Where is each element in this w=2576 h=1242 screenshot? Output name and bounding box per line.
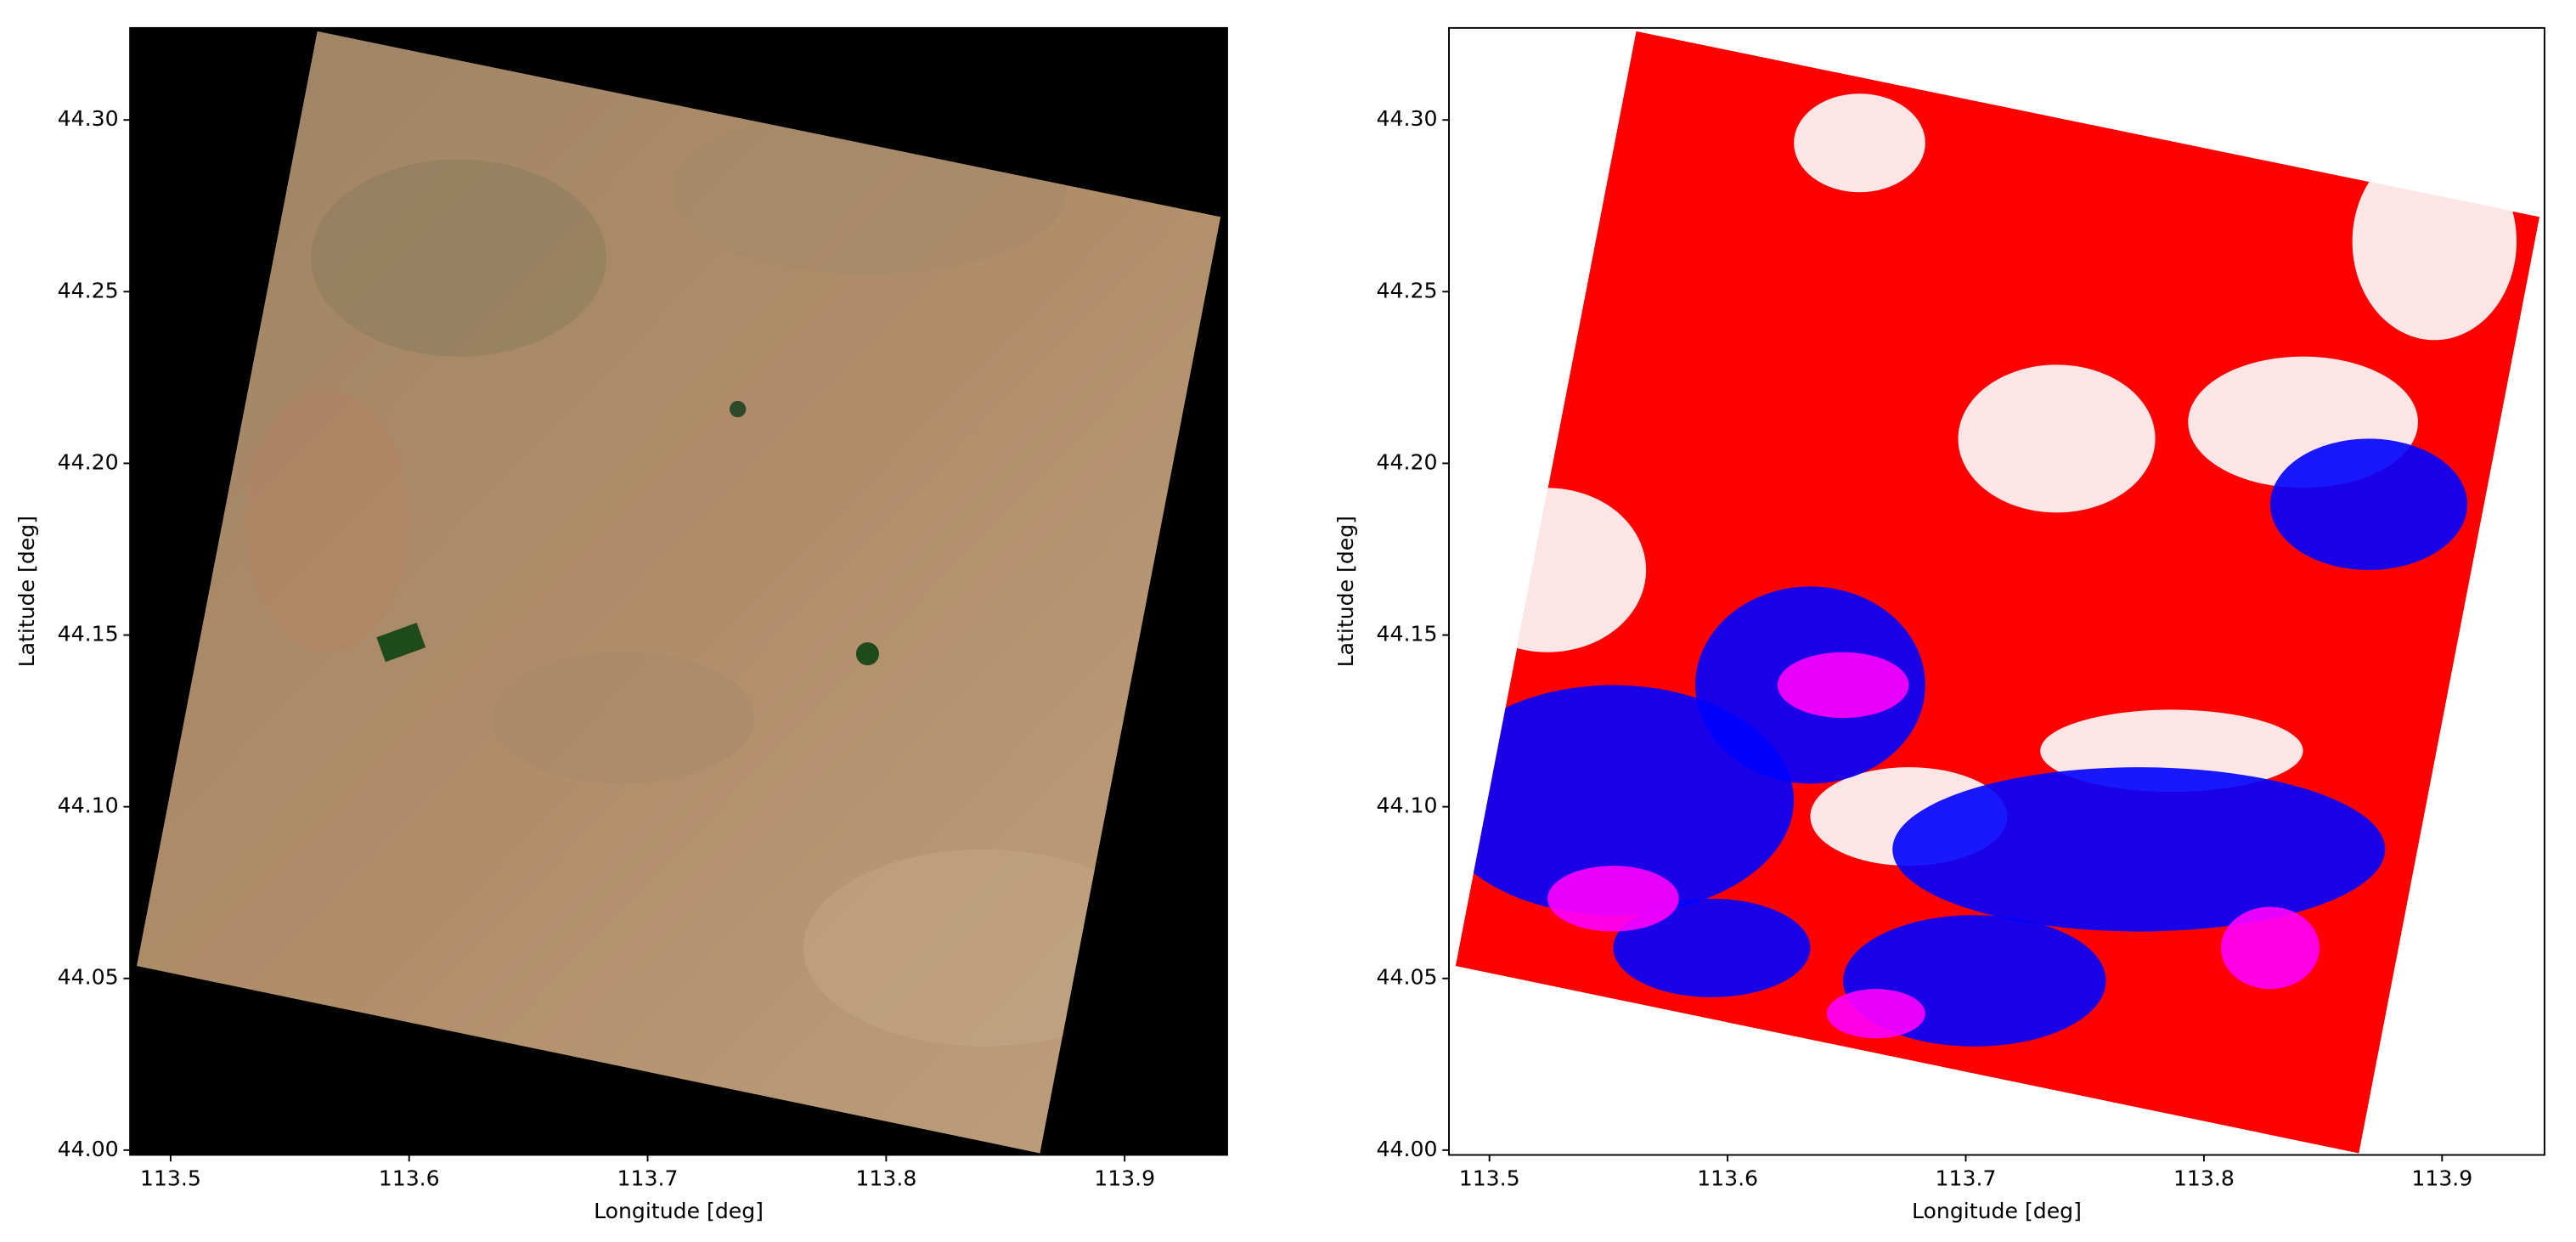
y-tick-label: 44.10	[1377, 793, 1438, 818]
y-tick-label: 44.20	[1377, 449, 1438, 474]
image-texture	[310, 159, 606, 357]
x-tick-label: 113.9	[2411, 1166, 2472, 1191]
class-patch	[1892, 767, 2386, 932]
x-tick-label: 113.8	[2173, 1166, 2235, 1191]
y-axis-label: Latitude [deg]	[14, 516, 39, 667]
y-tick-label: 44.05	[58, 965, 119, 990]
class-patch	[2220, 906, 2320, 990]
x-tick-label: 113.7	[1936, 1166, 1997, 1191]
axes: 113.5 113.6 113.7 113.8 113.9 44.00 44.05 44.10…	[1333, 26, 2545, 1223]
y-tick-label: 44.30	[58, 106, 119, 131]
field	[376, 623, 426, 663]
class-patch	[2269, 438, 2468, 571]
field	[855, 642, 879, 666]
class-patch	[1826, 989, 1925, 1039]
y-tick-label: 44.05	[1377, 965, 1438, 990]
y-tick-label: 44.00	[1377, 1137, 1438, 1161]
x-axis-label: Longitude [deg]	[594, 1199, 764, 1223]
image	[136, 31, 1221, 1154]
y-tick-label: 44.15	[58, 622, 119, 646]
y-tick-label: 44.20	[58, 449, 119, 474]
class-patch	[1613, 898, 1811, 997]
x-tick-label: 113.7	[617, 1166, 679, 1191]
class-patch	[1455, 685, 1795, 916]
x-tick-label: 113.5	[1459, 1166, 1520, 1191]
x-axis-label: Longitude [deg]	[1912, 1199, 2082, 1223]
image-texture	[491, 652, 754, 784]
y-tick-label: 44.00	[58, 1137, 119, 1161]
class-patch	[1547, 866, 1679, 932]
y-tick-label: 44.25	[58, 278, 119, 302]
x-tick-label: 113.8	[855, 1166, 916, 1191]
field	[729, 400, 747, 418]
y-tick-label: 44.30	[1377, 106, 1438, 131]
y-tick-label: 44.15	[1377, 622, 1438, 646]
y-axis-label: Latitude [deg]	[1333, 516, 1358, 667]
x-tick-label: 113.6	[379, 1166, 440, 1191]
axes-frame	[129, 26, 1228, 1156]
axes-frame	[1448, 26, 2545, 1156]
class-patch	[1958, 364, 2156, 513]
x-tick-label: 113.9	[1094, 1166, 1155, 1191]
image-texture	[245, 389, 409, 652]
class-patch	[1777, 652, 1909, 719]
x-tick-label: 113.6	[1697, 1166, 1758, 1191]
y-tick-label: 44.10	[58, 793, 119, 818]
x-tick-label: 113.5	[140, 1166, 201, 1191]
axes: 113.5 113.6 113.7 113.8 113.9 44.00 44.05 44.10…	[14, 26, 1228, 1223]
y-tick-label: 44.25	[1377, 278, 1438, 302]
class-patch	[1794, 93, 1925, 193]
